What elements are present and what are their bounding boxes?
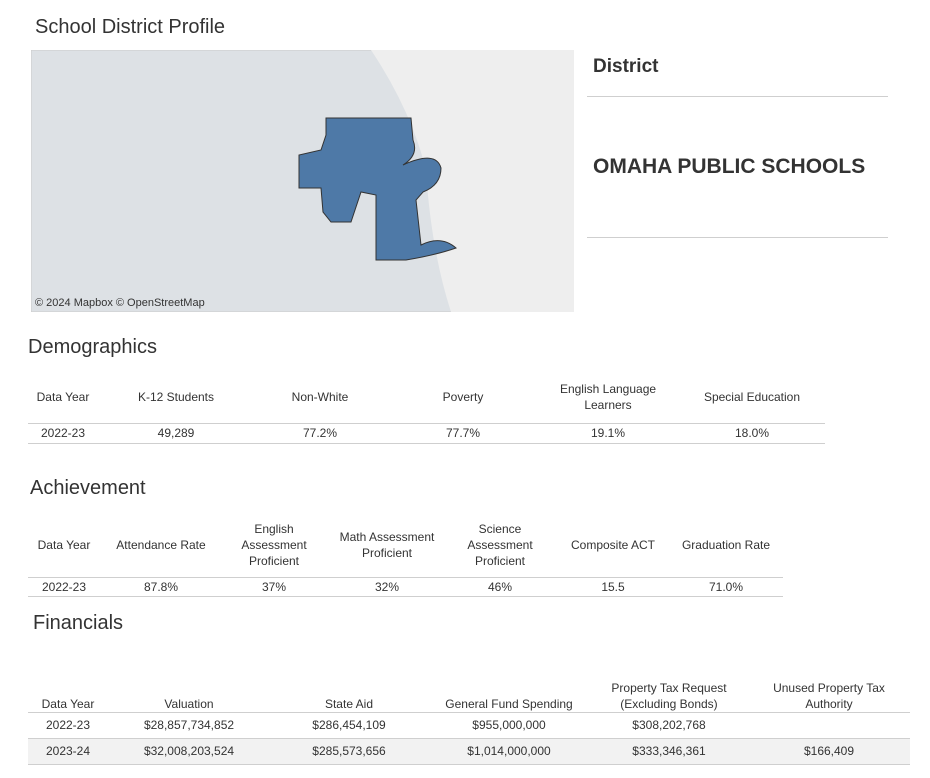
row-divider: [28, 596, 783, 597]
page-title: School District Profile: [35, 16, 226, 38]
column-header: Data Year: [36, 390, 90, 404]
column-header: State Aid: [324, 697, 374, 711]
table-cell: [764, 712, 894, 738]
table-cell: 77.7%: [445, 426, 481, 440]
column-header: Attendance Rate: [116, 538, 206, 552]
table-cell: $1,014,000,000: [467, 744, 551, 758]
table-cell: 19.1%: [590, 426, 626, 440]
row-divider: [28, 577, 783, 578]
column-header: English Assessment Proficient: [241, 522, 307, 568]
column-header: Poverty: [442, 390, 484, 404]
table-cell: 15.5: [601, 579, 625, 594]
row-divider: [28, 423, 825, 424]
table-cell: $28,857,734,852: [143, 718, 235, 732]
table-cell: 2022-23: [45, 718, 91, 732]
table-cell: 2022-23: [41, 579, 87, 594]
row-divider: [28, 764, 910, 765]
row-band: [28, 739, 910, 764]
divider: [587, 237, 888, 238]
column-header: Valuation: [164, 697, 214, 711]
table-cell: 2023-24: [45, 744, 91, 758]
table-cell: $32,008,203,524: [143, 744, 235, 758]
column-header: Non-White: [291, 390, 349, 404]
map: © 2024 Mapbox © OpenStreetMap: [31, 50, 574, 312]
table-cell: $333,346,361: [632, 744, 706, 758]
column-header: Property Tax Request (Excluding Bonds): [611, 681, 727, 711]
table-cell: $308,202,768: [632, 718, 706, 732]
district-label: District: [593, 56, 659, 77]
table-cell: 2022-23: [40, 426, 86, 440]
district-name: OMAHA PUBLIC SCHOOLS: [593, 155, 866, 178]
table-cell: 32%: [374, 579, 400, 594]
table-cell: $166,409: [803, 744, 855, 758]
row-divider: [28, 712, 910, 713]
column-header: Data Year: [41, 697, 95, 711]
section-title: Demographics: [28, 336, 157, 358]
table-cell: $285,573,656: [312, 744, 386, 758]
divider: [587, 96, 888, 97]
table-cell: 87.8%: [143, 579, 179, 594]
column-header: English Language Learners: [559, 382, 657, 412]
table-cell: $955,000,000: [472, 718, 546, 732]
column-header: Graduation Rate: [681, 538, 771, 552]
map-attribution: © 2024 Mapbox © OpenStreetMap: [35, 297, 205, 309]
column-header: Unused Property Tax Authority: [773, 681, 885, 711]
table-cell: 49,289: [157, 426, 195, 440]
section-title: Financials: [33, 612, 124, 634]
table-cell: $286,454,109: [312, 718, 386, 732]
column-header: Data Year: [37, 538, 91, 552]
column-header: Special Education: [703, 390, 801, 404]
table-cell: 18.0%: [734, 426, 770, 440]
column-header: K-12 Students: [137, 390, 215, 404]
column-header: Math Assessment Proficient: [339, 530, 435, 560]
row-divider: [28, 443, 825, 444]
column-header: Science Assessment Proficient: [467, 522, 533, 568]
table-cell: 71.0%: [708, 579, 744, 594]
column-header: Composite ACT: [570, 538, 656, 552]
table-cell: 46%: [487, 579, 513, 594]
section-title: Achievement: [30, 477, 146, 499]
table-cell: 37%: [261, 579, 287, 594]
table-cell: 77.2%: [302, 426, 338, 440]
row-divider: [28, 738, 910, 739]
column-header: General Fund Spending: [445, 697, 573, 711]
